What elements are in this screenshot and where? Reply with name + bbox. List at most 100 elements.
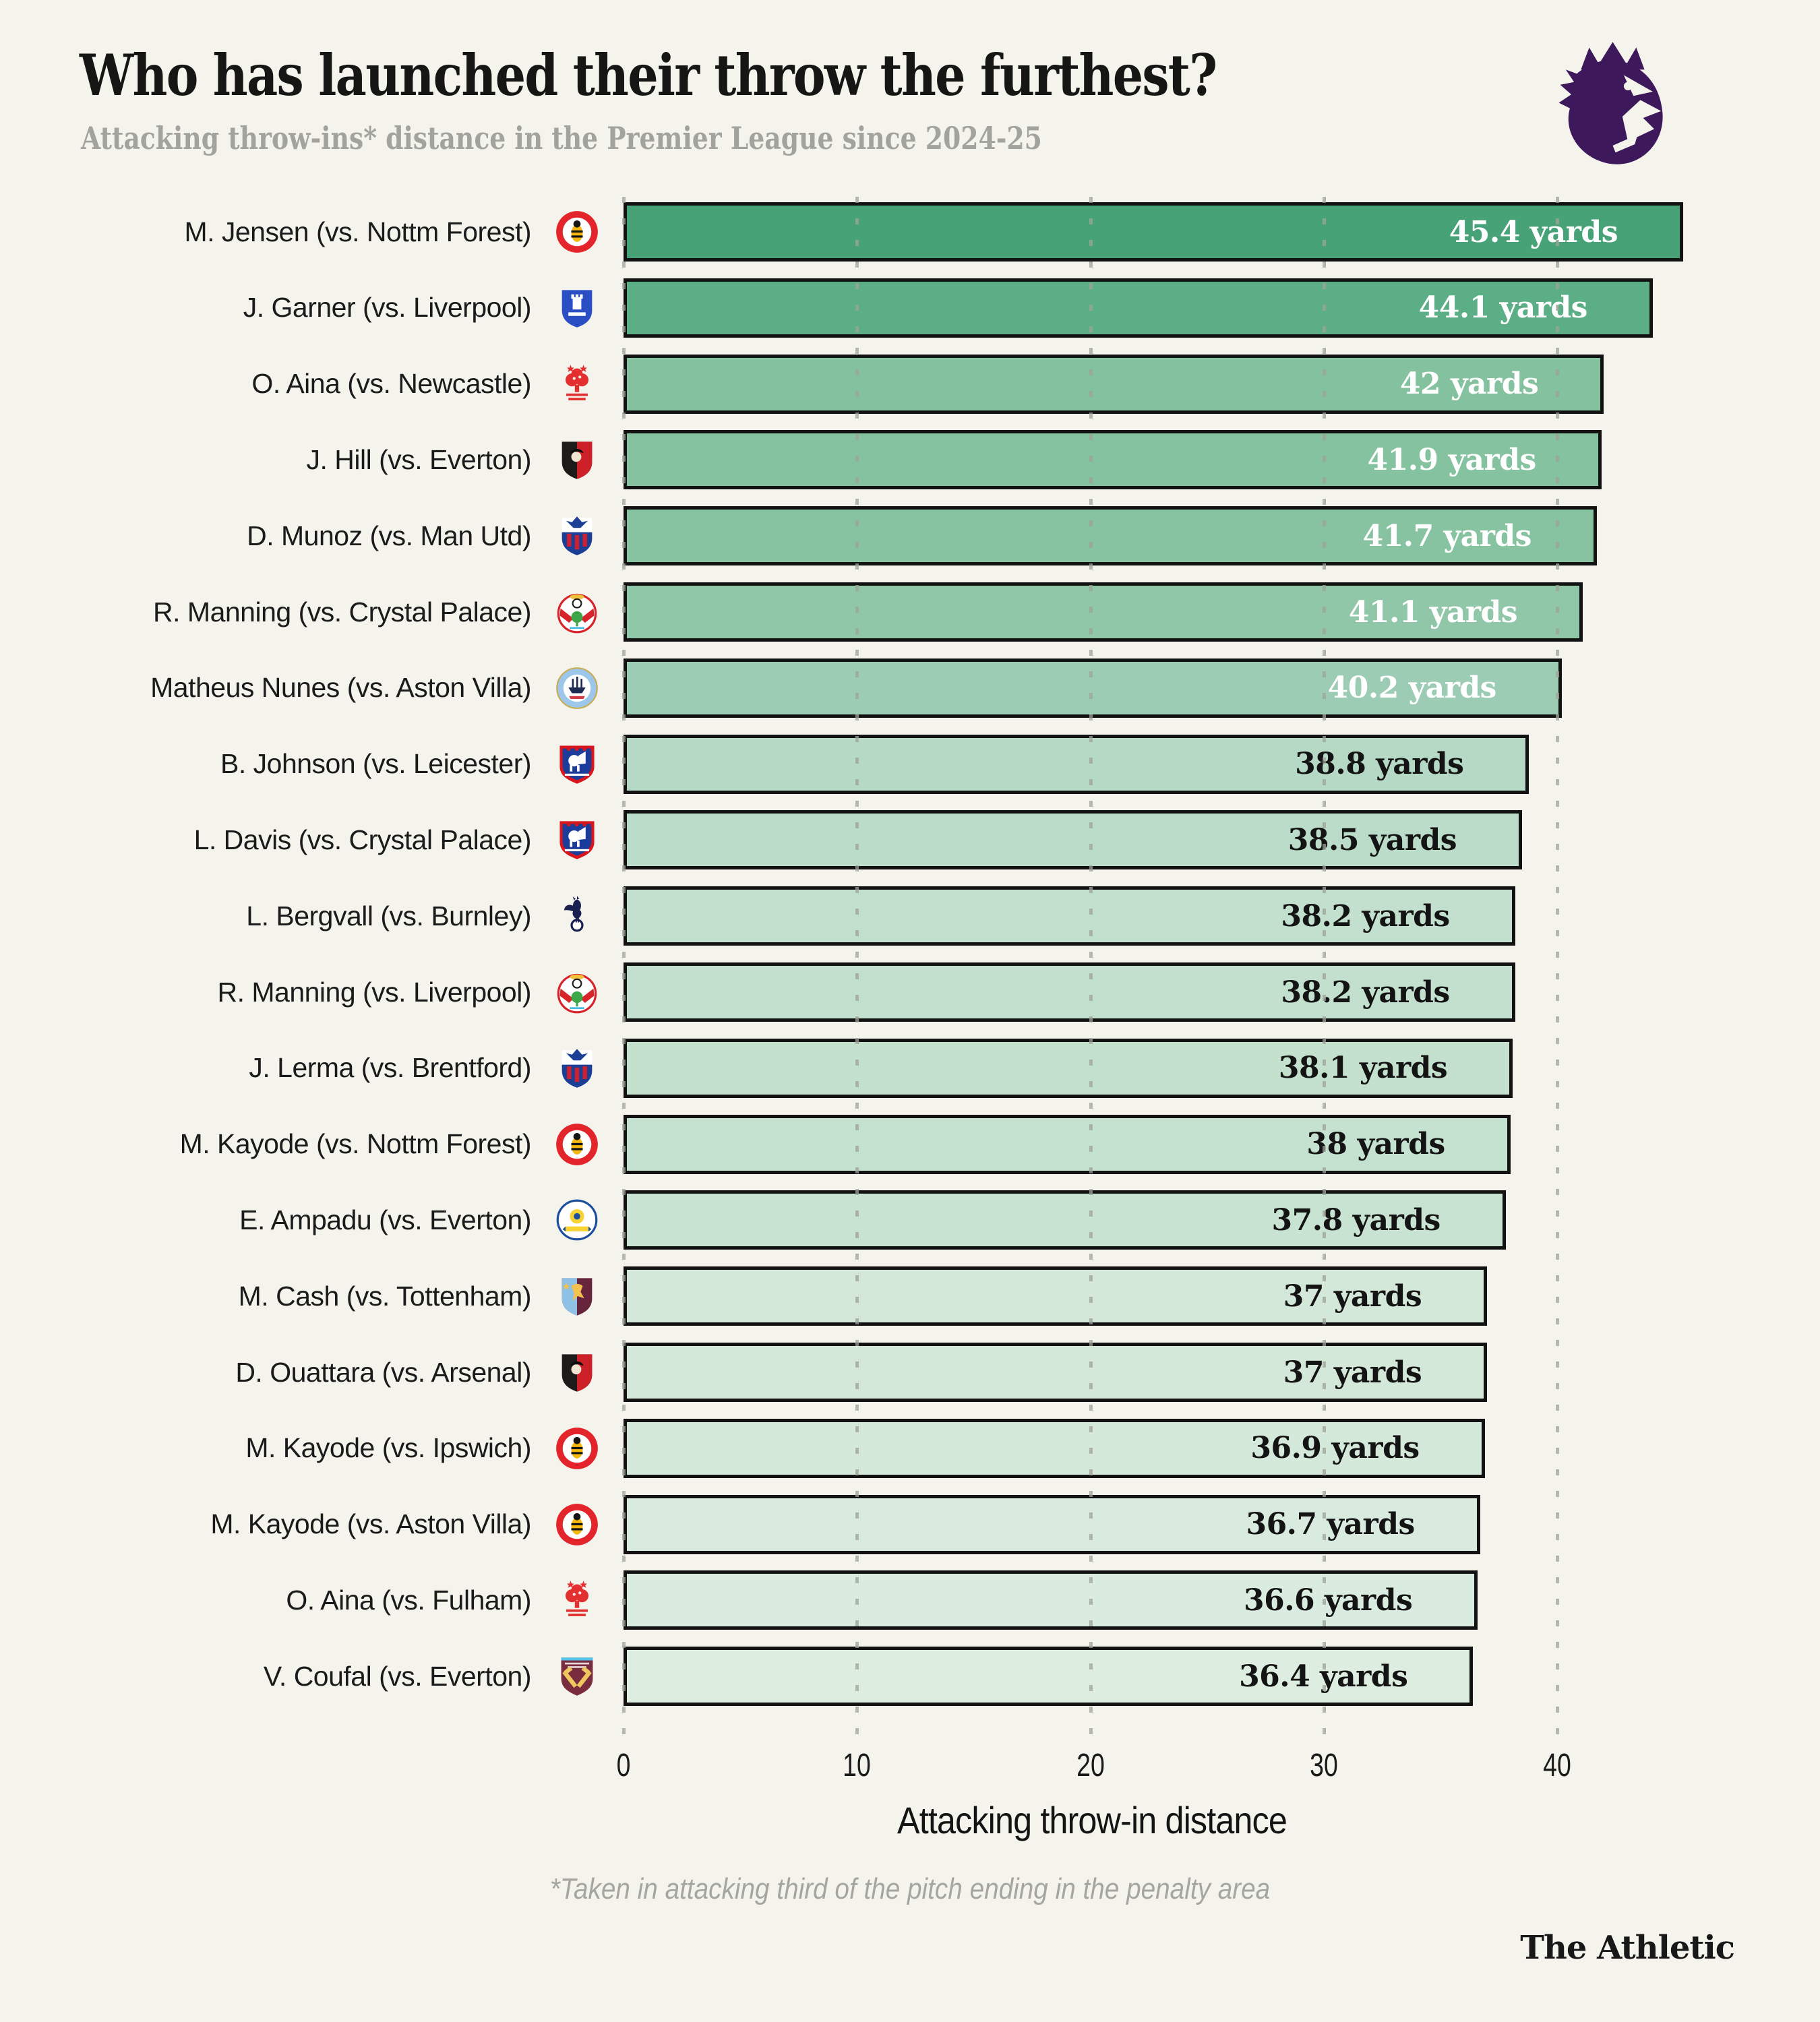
bar: 38.8 yards (624, 734, 1529, 794)
x-axis-title: Attacking throw-in distance (897, 1799, 1287, 1841)
player-label: M. Kayode (vs. Ipswich) (245, 1432, 531, 1464)
bournemouth-crest-icon (551, 1343, 603, 1402)
bar: 41.7 yards (624, 506, 1597, 566)
leeds-crest-icon (551, 1190, 603, 1250)
brentford-crest-icon (551, 1495, 603, 1554)
bar-value-label: 36.6 yards (1243, 1583, 1413, 1618)
x-tick-30: 30 (1309, 1748, 1338, 1783)
chart-row: M. Kayode (vs. Nottm Forest) 38 yards (0, 1114, 1820, 1174)
bar: 36.9 yards (624, 1418, 1485, 1478)
everton-crest-icon (551, 278, 603, 338)
chart-row: J. Hill (vs. Everton) 41.9 yards (0, 430, 1820, 490)
gridline-10 (855, 197, 859, 1738)
bar-value-label: 36.7 yards (1246, 1507, 1415, 1542)
player-label: Matheus Nunes (vs. Aston Villa) (150, 672, 531, 704)
bar-value-label: 45.4 yards (1449, 214, 1618, 249)
chart-row: B. Johnson (vs. Leicester) 38.8 yards (0, 734, 1820, 794)
bar: 45.4 yards (624, 202, 1683, 262)
bar-value-label: 38.2 yards (1281, 975, 1450, 1010)
bar: 38.2 yards (624, 962, 1515, 1022)
chart-row: L. Davis (vs. Crystal Palace) 38.5 yards (0, 810, 1820, 870)
bar: 36.4 yards (624, 1647, 1474, 1707)
x-tick-40: 40 (1543, 1748, 1571, 1783)
southampton-crest-icon (551, 582, 603, 642)
footnote: *Taken in attacking third of the pitch e… (549, 1872, 1271, 1905)
chart-row: M. Kayode (vs. Aston Villa) 36.7 yards (0, 1494, 1820, 1554)
bar-value-label: 38.8 yards (1295, 747, 1464, 782)
chart-row: M. Jensen (vs. Nottm Forest) 45.4 yards (0, 202, 1820, 262)
bar: 37.8 yards (624, 1190, 1506, 1250)
bar: 38.2 yards (624, 886, 1515, 946)
player-label: J. Lerma (vs. Brentford) (249, 1052, 531, 1084)
player-label: M. Cash (vs. Tottenham) (238, 1280, 532, 1312)
man-city-crest-icon (551, 658, 603, 718)
ipswich-crest-icon (551, 810, 603, 869)
player-label: L. Davis (vs. Crystal Palace) (193, 824, 532, 855)
chart-row: E. Ampadu (vs. Everton) 37.8 yards (0, 1190, 1820, 1250)
player-label: M. Kayode (vs. Nottm Forest) (179, 1128, 532, 1160)
chart-row: J. Garner (vs. Liverpool) 44.1 yards (0, 278, 1820, 338)
brentford-crest-icon (551, 1115, 603, 1174)
player-label: B. Johnson (vs. Leicester) (220, 748, 531, 780)
chart-row: Matheus Nunes (vs. Aston Villa) 40.2 yar… (0, 658, 1820, 718)
nottm-forest-crest-icon (551, 1570, 603, 1630)
player-label: R. Manning (vs. Liverpool) (217, 976, 531, 1008)
bar: 44.1 yards (624, 278, 1653, 338)
chart-row: M. Kayode (vs. Ipswich) 36.9 yards (0, 1418, 1820, 1478)
crystal-palace-crest-icon (551, 1039, 603, 1098)
bar-value-label: 38 yards (1306, 1127, 1445, 1162)
bar-value-label: 37 yards (1283, 1279, 1422, 1314)
crystal-palace-crest-icon (551, 506, 603, 565)
brentford-crest-icon (551, 202, 603, 262)
player-label: L. Bergvall (vs. Burnley) (246, 900, 531, 931)
bar-value-label: 37.8 yards (1271, 1202, 1441, 1237)
gridline-20 (1089, 197, 1093, 1738)
player-label: R. Manning (vs. Crystal Palace) (153, 596, 531, 627)
player-label: M. Jensen (vs. Nottm Forest) (184, 216, 531, 247)
chart-row: V. Coufal (vs. Everton) 36.4 yards (0, 1647, 1820, 1707)
bar-value-label: 38.1 yards (1278, 1051, 1448, 1086)
bar: 36.7 yards (624, 1494, 1480, 1554)
gridline-40 (1556, 197, 1559, 1738)
brentford-crest-icon (551, 1419, 603, 1478)
x-tick-10: 10 (843, 1748, 872, 1783)
x-tick-20: 20 (1076, 1748, 1105, 1783)
player-label: O. Aina (vs. Fulham) (286, 1584, 531, 1616)
player-label: M. Kayode (vs. Aston Villa) (210, 1508, 531, 1540)
bar-value-label: 41.1 yards (1348, 594, 1518, 630)
bar: 37 yards (624, 1343, 1488, 1402)
bar: 41.9 yards (624, 430, 1602, 490)
player-label: E. Ampadu (vs. Everton) (239, 1204, 531, 1235)
bar-value-label: 44.1 yards (1418, 290, 1588, 326)
chart-row: J. Lerma (vs. Brentford) 38.1 yards (0, 1038, 1820, 1098)
southampton-crest-icon (551, 962, 603, 1022)
bar: 38.1 yards (624, 1038, 1513, 1098)
bar: 36.6 yards (624, 1570, 1478, 1630)
west-ham-crest-icon (551, 1647, 603, 1706)
bar-value-label: 37 yards (1283, 1355, 1422, 1390)
player-label: D. Munoz (vs. Man Utd) (247, 520, 531, 551)
x-tick-0: 0 (616, 1748, 631, 1783)
bar-value-label: 41.7 yards (1362, 518, 1532, 553)
bar-value-label: 36.9 yards (1250, 1431, 1420, 1466)
chart-row: R. Manning (vs. Crystal Palace) 41.1 yar… (0, 582, 1820, 642)
player-label: D. Ouattara (vs. Arsenal) (235, 1356, 531, 1388)
bar-value-label: 38.5 yards (1287, 822, 1457, 857)
page-title: Who has launched their throw the furthes… (80, 42, 1217, 109)
chart-row: O. Aina (vs. Fulham) 36.6 yards (0, 1570, 1820, 1630)
bar-value-label: 42 yards (1399, 367, 1539, 402)
chart-row: O. Aina (vs. Newcastle) 42 yards (0, 354, 1820, 414)
ipswich-crest-icon (551, 735, 603, 794)
bar: 40.2 yards (624, 658, 1562, 718)
nottm-forest-crest-icon (551, 355, 603, 414)
chart-row: L. Bergvall (vs. Burnley) 38.2 yards (0, 886, 1820, 946)
gridline-0 (622, 197, 626, 1738)
chart-row: M. Cash (vs. Tottenham) 37 yards (0, 1266, 1820, 1326)
bar: 37 yards (624, 1266, 1488, 1326)
chart-row: D. Ouattara (vs. Arsenal) 37 yards (0, 1343, 1820, 1402)
aston-villa-crest-icon (551, 1266, 603, 1326)
bar-value-label: 38.2 yards (1281, 898, 1450, 933)
bar: 38.5 yards (624, 810, 1523, 870)
the-athletic-logo: The Athletic (1520, 1929, 1735, 1967)
